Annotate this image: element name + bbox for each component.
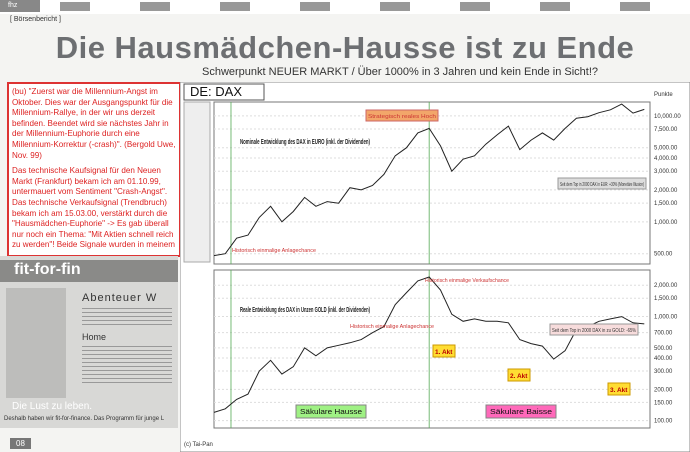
y-tick-label: 4,000.00 (654, 156, 678, 162)
y-tick-label: 400.00 (654, 356, 673, 362)
y-tick-label: 1,500.00 (654, 201, 678, 207)
y-tick-label: 200.00 (654, 387, 673, 393)
act-label: 1. Akt (435, 349, 453, 356)
act-box (432, 344, 456, 358)
annotation: Seit dem Top in 2000 DAX in EUR: +30% (M… (560, 182, 644, 188)
y-tick-label: 10,000.00 (654, 114, 681, 120)
ad-slogan: Die Lust zu leben. (12, 401, 93, 412)
y-tick-label: 1,500.00 (654, 296, 678, 302)
section-tag: fhz (8, 2, 18, 9)
annotation-box (549, 323, 639, 336)
annotation: Historisch einmalige Anlagechance (350, 324, 434, 330)
y-tick-label: 300.00 (654, 369, 673, 375)
y-tick-label: 3,000.00 (654, 169, 678, 175)
plot-area (213, 101, 651, 265)
series-line (213, 276, 645, 413)
panel-label: Reale Entwicklung des DAX in Unzen GOLD … (240, 305, 370, 314)
phase-label: Säkulare Hausse (300, 409, 362, 416)
ad-nav[interactable]: Home (82, 332, 107, 342)
y-tick-label: 5,000.00 (654, 146, 678, 152)
phase-box (295, 404, 367, 419)
page-number: 08 (10, 438, 31, 449)
annotation: Historisch einmalige Verkaufschance (425, 278, 509, 284)
panel-label: Nominale Entwicklung des DAX in EURO (in… (240, 137, 370, 146)
annotation-box (365, 109, 439, 122)
y-tick-label: 1,000.00 (654, 220, 678, 226)
act-box (507, 368, 531, 382)
source: (c) Tai-Pan (184, 442, 213, 448)
act-box (607, 382, 631, 396)
intro-box: (bu) "Zuerst war die Millennium-Angst im… (7, 82, 181, 257)
phase-box (485, 404, 557, 419)
chart: DE: DAX Punkte (c) Tai-Pan 10,000.00 7,50… (180, 82, 690, 452)
paragraph: Das technische Kaufsignal für den Neuen … (12, 166, 176, 250)
kicker: [ Börsenbericht ] (10, 16, 61, 23)
y-tick-label: 1,000.00 (654, 315, 678, 321)
chart-heading: DE: DAX (190, 84, 242, 99)
annotation: Historisch einmalige Anlagechance (232, 248, 316, 254)
series-line (213, 103, 645, 257)
y-tick-label: 150.00 (654, 400, 673, 406)
y-tick-label: 2,000.00 (654, 188, 678, 194)
y-tick-label: 700.00 (654, 331, 673, 337)
headline: Die Hausmädchen-Hausse ist zu Ende (55, 30, 635, 65)
phase-label: Säkulare Baisse (490, 409, 552, 416)
act-label: 3. Akt (610, 387, 628, 394)
ad-brand: fit-for-fin (14, 261, 81, 278)
axis-unit: Punkte (654, 92, 673, 98)
y-tick-label: 2,000.00 (654, 283, 678, 289)
y-tick-label: 500.00 (654, 252, 673, 258)
top-stripe (0, 0, 690, 14)
y-tick-label: 7,500.00 (654, 127, 678, 133)
annotation-box (557, 177, 647, 190)
ad-heading: Abenteuer W (82, 292, 158, 304)
annotation: Strategisch reales Hoch (368, 114, 436, 120)
act-label: 2. Akt (510, 373, 528, 380)
paragraph: (bu) "Zuerst war die Millennium-Angst im… (12, 87, 176, 160)
y-tick-label: 500.00 (654, 346, 673, 352)
plot-area (213, 269, 651, 429)
subheadline: Schwerpunkt NEUER MARKT / Über 1000% in … (202, 66, 598, 78)
ad-footer: Deshalb haben wir fit-for-finance. Das P… (4, 416, 165, 422)
advert: fit-for-fin Abenteuer W Home Die Lust zu… (0, 256, 178, 428)
annotation: Seit dem Top in 2000 DAX in zu GOLD: -65… (552, 328, 636, 334)
y-tick-label: 100.00 (654, 419, 673, 425)
